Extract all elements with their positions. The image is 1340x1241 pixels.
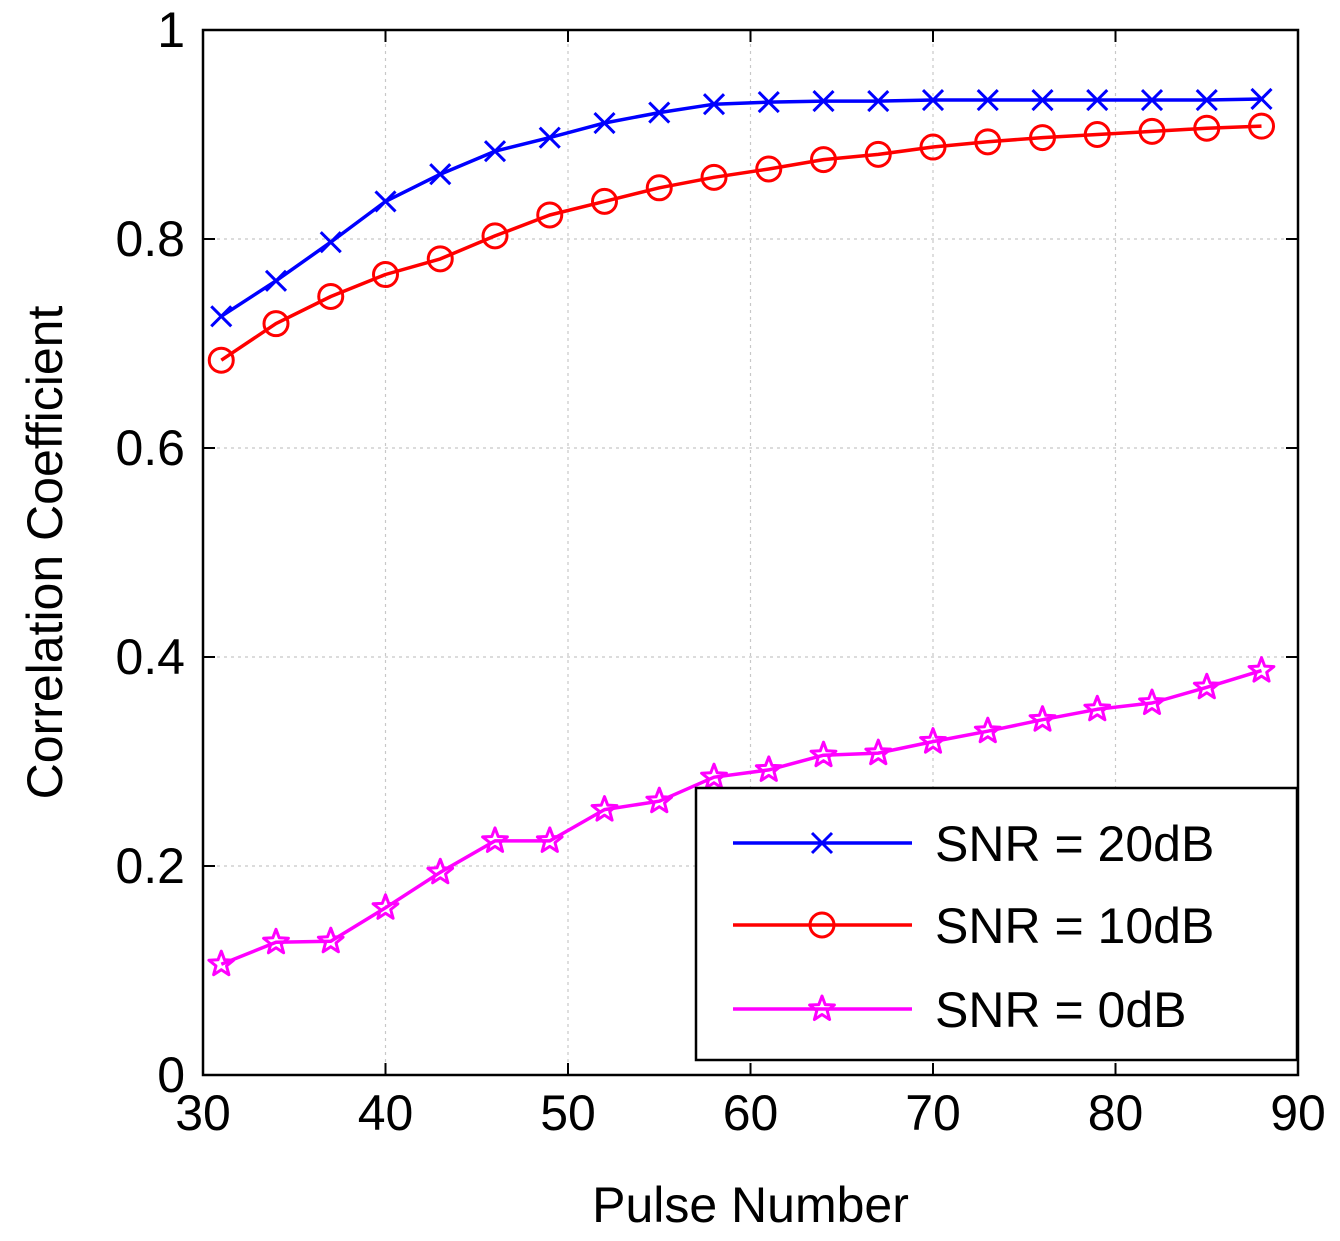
data-point [1140,88,1164,112]
data-point [374,190,397,213]
data-point [1138,688,1166,715]
series-line [220,97,1262,318]
data-point [426,245,454,273]
data-point [264,269,288,292]
legend: SNR = 20dB SNR = 10dB SNR = 0dB [694,786,1299,1062]
data-point [591,187,618,215]
legend-label: SNR = 0dB [935,982,1187,1038]
data-point [976,88,999,112]
x-tick-label: 90 [1270,1085,1326,1141]
y-tick-label: 0.4 [115,629,185,685]
data-point [481,222,509,250]
data-point [1248,112,1275,140]
x-tick-label: 50 [540,1085,596,1141]
legend-label: SNR = 20dB [935,816,1214,872]
data-point [207,949,236,977]
data-point [483,140,507,163]
legend-item: SNR = 0dB [733,982,1187,1038]
data-point [1193,114,1221,142]
data-point [973,716,1002,744]
data-point [538,126,561,149]
data-point [645,786,674,814]
y-tick-label: 0.6 [115,420,185,476]
data-point [1250,87,1273,111]
data-point [262,927,290,955]
data-point [648,101,671,124]
data-point [262,310,290,338]
data-point [864,738,893,766]
data-point [867,89,890,113]
data-point [1086,88,1109,112]
data-point [316,926,345,954]
data-point [1028,705,1057,732]
data-point [864,140,892,168]
y-tick-label: 0.8 [115,211,185,267]
data-point [1247,656,1276,683]
series-1 [207,112,1275,374]
data-point [371,893,400,920]
data-point [1195,88,1218,112]
x-axis-title: Pulse Number [592,1177,909,1233]
x-tick-label: 70 [905,1085,961,1141]
legend-swatch-marker [810,831,834,855]
data-point [429,163,452,186]
data-point [593,111,616,135]
data-point [317,282,345,310]
data-point [590,795,619,822]
data-point [210,305,233,328]
data-point [1138,117,1166,145]
data-point [974,128,1002,156]
data-point [700,762,728,790]
data-point [1083,121,1111,148]
data-point [809,740,838,768]
data-point [755,155,783,183]
data-point [812,89,835,113]
data-point [535,826,564,853]
y-axis-title: Correlation Coefficient [17,306,73,800]
series-layer [207,87,1276,977]
ticks: 30 40 50 60 70 80 90 0 0.2 0.4 0.6 0.8 1 [115,2,1325,1141]
x-tick-label: 80 [1088,1085,1144,1141]
data-point [1083,694,1112,722]
series-line [220,668,1263,966]
legend-swatch-marker [808,994,836,1021]
data-point [919,133,947,161]
data-point [921,88,945,112]
y-tick-label: 0 [157,1047,185,1103]
series-line [220,124,1262,362]
x-tick-label: 40 [358,1085,414,1141]
y-tick-label: 1 [157,2,185,58]
data-point [481,826,509,853]
data-point [536,201,564,229]
data-point [207,346,235,374]
y-tick-label: 0.2 [115,838,185,894]
data-point [1031,88,1054,112]
legend-item: SNR = 20dB [733,816,1214,872]
data-point [919,727,947,754]
x-tick-label: 30 [175,1085,231,1141]
data-point [757,91,780,114]
data-point [810,146,837,174]
legend-item: SNR = 10dB [733,898,1214,954]
series-0 [210,87,1273,328]
x-tick-label: 60 [723,1085,779,1141]
data-point [700,163,728,191]
data-point [372,261,399,289]
legend-swatch-marker [808,911,836,939]
data-point [702,93,726,116]
data-point [645,174,673,202]
data-point [426,857,455,885]
data-point [1029,124,1056,152]
data-point [754,755,783,782]
data-point [319,231,342,254]
data-point [1192,672,1221,700]
legend-label: SNR = 10dB [935,898,1214,954]
series-2 [207,656,1276,977]
